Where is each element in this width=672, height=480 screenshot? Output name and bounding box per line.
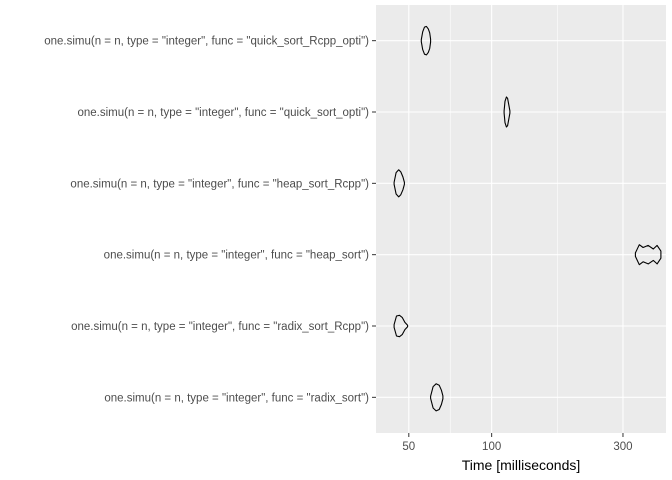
violin-5	[430, 383, 444, 412]
y-tick-label: one.simu(n = n, type = "integer", func =…	[104, 392, 369, 404]
x-tick-label: 300	[613, 441, 632, 453]
violin-0	[420, 25, 432, 56]
x-axis-title: Time [milliseconds]	[462, 457, 581, 473]
y-tick-label: one.simu(n = n, type = "integer", func =…	[77, 107, 369, 119]
violin-3	[634, 244, 662, 266]
y-tick-label: one.simu(n = n, type = "integer", func =…	[44, 36, 369, 48]
x-tick-label: 100	[482, 441, 501, 453]
x-tick-label: 50	[402, 441, 415, 453]
panel-background	[376, 5, 666, 433]
minor-gridlines	[449, 5, 558, 433]
violin-2	[393, 169, 405, 198]
major-gridlines	[376, 5, 666, 433]
y-tick-label: one.simu(n = n, type = "integer", func =…	[71, 321, 369, 333]
violin-shapes	[393, 25, 662, 412]
violin-4	[393, 314, 409, 338]
y-axis: one.simu(n = n, type = "integer", func =…	[44, 36, 376, 404]
violin-1	[503, 96, 511, 128]
x-axis: 50 100 300	[402, 433, 633, 453]
y-tick-label: one.simu(n = n, type = "integer", func =…	[104, 250, 369, 262]
y-tick-label: one.simu(n = n, type = "integer", func =…	[70, 178, 369, 190]
